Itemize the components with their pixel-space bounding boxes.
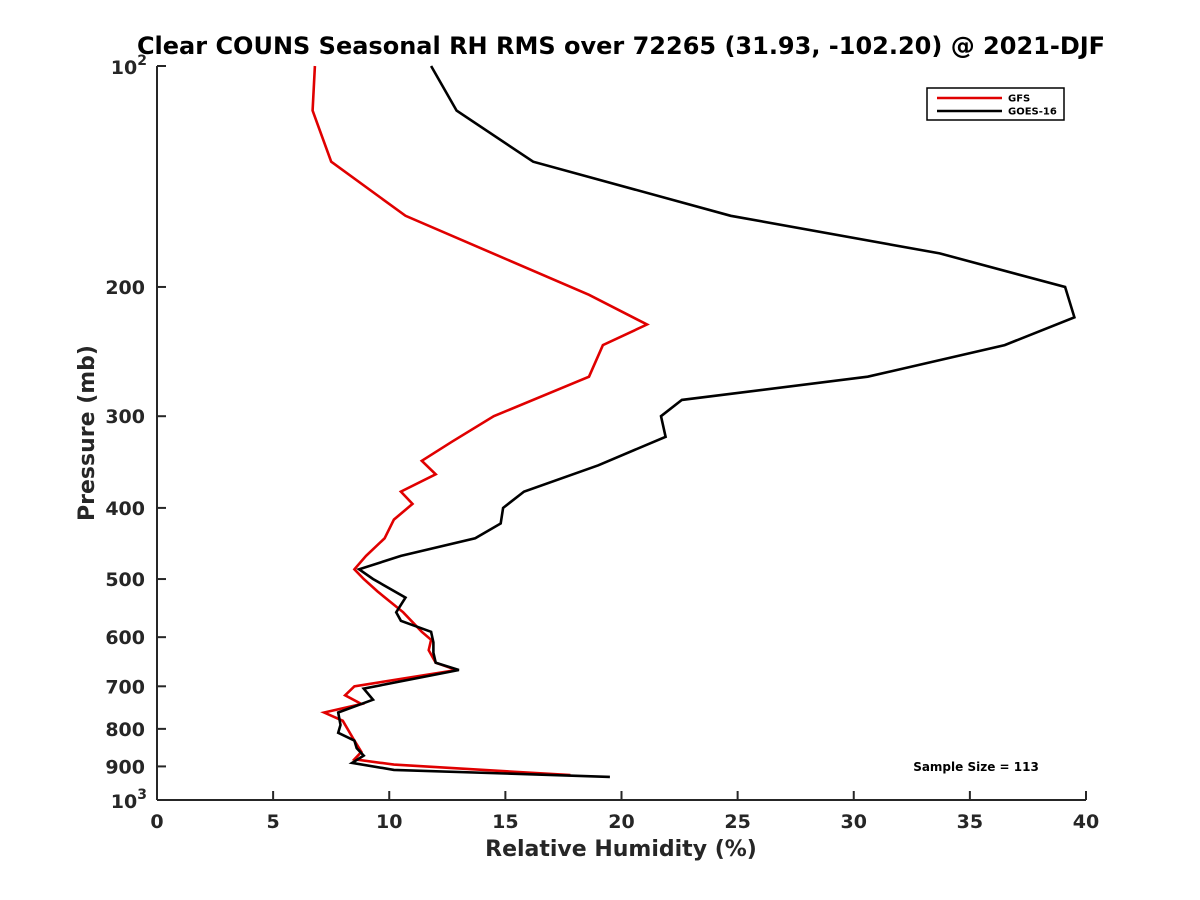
- series-line-goes-16: [336, 65, 1076, 779]
- plot-area: [157, 66, 1086, 800]
- legend-box: [926, 87, 1065, 121]
- x-tick-label: 40: [1073, 811, 1099, 833]
- x-tick-label: 15: [492, 811, 518, 833]
- y-decade-tick-label: 102: [111, 53, 147, 79]
- y-decade-tick-label: 103: [111, 787, 147, 813]
- y-tick-label: 400: [105, 498, 145, 520]
- x-tick-label: 5: [267, 811, 280, 833]
- legend: GFS GOES-16: [926, 87, 1065, 121]
- y-axis-label: Pressure (mb): [75, 345, 100, 521]
- y-tick-label: 700: [105, 676, 145, 698]
- x-tick-label: 35: [957, 811, 983, 833]
- x-tick-label: 20: [608, 811, 634, 833]
- x-tick-label: 30: [841, 811, 867, 833]
- x-tick-label: 0: [150, 811, 163, 833]
- series-layer: [311, 65, 1076, 779]
- sample-size-annotation: Sample Size = 113: [913, 760, 1039, 774]
- x-tick-label: 10: [376, 811, 402, 833]
- legend-label: GOES-16: [1008, 107, 1057, 118]
- chart-title: Clear COUNS Seasonal RH RMS over 72265 (…: [137, 32, 1105, 60]
- x-axis-label: Relative Humidity (%): [485, 837, 757, 862]
- y-tick-label: 300: [105, 406, 145, 428]
- series-line-gfs: [311, 65, 650, 777]
- axes-layer: 0 5 10 15 20 25 30 35 40 200 300 400 500 600 700 800 900…: [105, 53, 1099, 833]
- legend-label: GFS: [1008, 94, 1030, 105]
- y-tick-label: 800: [105, 719, 145, 741]
- y-tick-label: 500: [105, 569, 145, 591]
- y-tick-label: 200: [105, 277, 145, 299]
- y-tick-label: 600: [105, 627, 145, 649]
- x-tick-label: 25: [724, 811, 750, 833]
- y-tick-label: 900: [105, 756, 145, 778]
